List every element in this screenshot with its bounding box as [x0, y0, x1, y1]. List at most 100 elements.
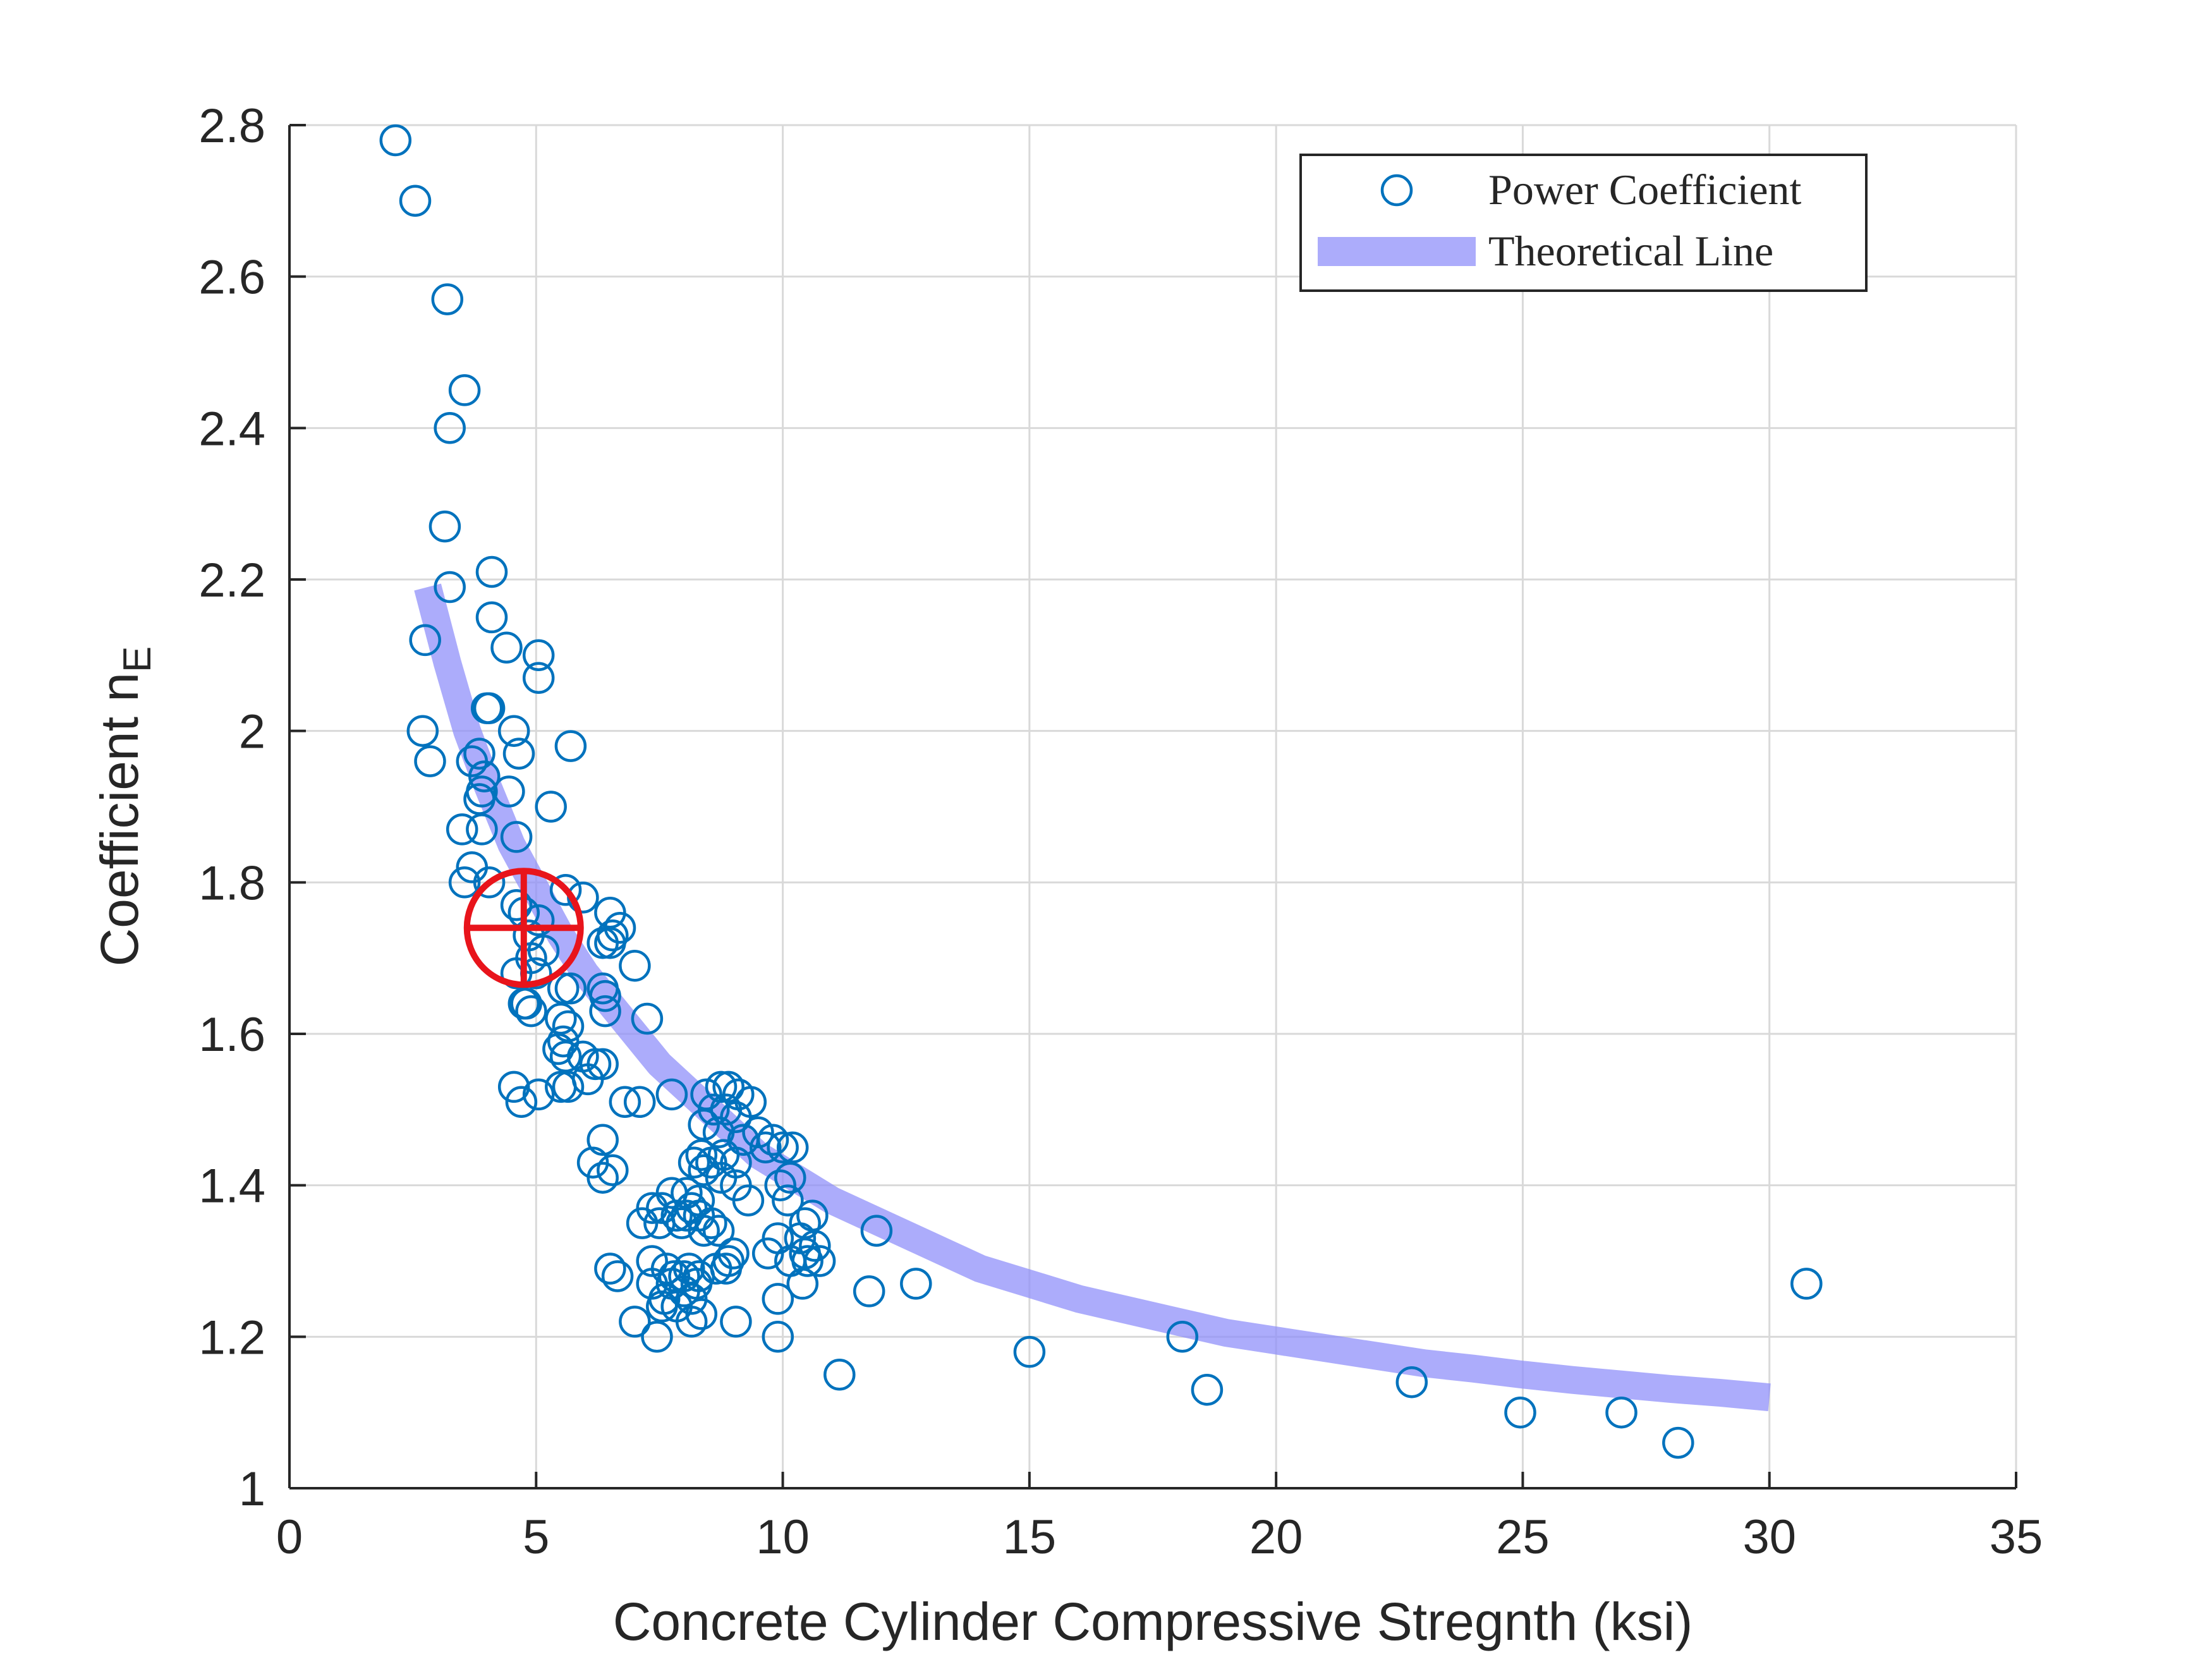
x-tick-label: 5: [523, 1510, 549, 1564]
data-point: [626, 1207, 659, 1239]
legend-label-theoretical-line: Theoretical Line: [1488, 227, 1773, 275]
data-point: [860, 1215, 893, 1247]
data-point: [678, 1146, 710, 1179]
data-point: [1504, 1396, 1536, 1429]
x-tick-label: 10: [756, 1510, 810, 1564]
data-point: [554, 972, 587, 1005]
data-point: [631, 1002, 664, 1035]
data-point: [750, 1131, 782, 1164]
data-point: [705, 1162, 738, 1194]
data-point: [522, 639, 555, 672]
data-point: [601, 1260, 634, 1292]
x-tick-label: 15: [1003, 1510, 1057, 1564]
data-point: [646, 1192, 678, 1224]
data-point: [493, 775, 525, 808]
y-axis-ticks: 1 1.2 1.4 1.6 1.8 2 2.2 2.4 2.6 2.8: [198, 99, 306, 1516]
data-point: [500, 889, 533, 921]
data-point: [660, 1199, 693, 1232]
data-point: [505, 1086, 538, 1119]
y-tick-label: 1.6: [198, 1008, 265, 1062]
legend-label-power-coefficient: Power Coefficient: [1488, 166, 1801, 214]
data-point: [406, 715, 439, 747]
data-point: [764, 1169, 796, 1201]
data-point: [463, 737, 495, 770]
legend-marker-icon: [1380, 174, 1413, 207]
data-point: [594, 926, 626, 959]
data-point: [428, 510, 461, 543]
data-point: [803, 1245, 836, 1277]
data-point: [545, 1002, 577, 1035]
data-point: [522, 1078, 555, 1111]
data-point: [549, 1040, 582, 1073]
data-point: [853, 1275, 885, 1307]
data-point: [702, 1215, 735, 1247]
data-point: [710, 1093, 743, 1126]
data-point: [515, 995, 547, 1028]
data-point: [786, 1268, 819, 1300]
data-point: [502, 737, 535, 770]
data-point: [554, 730, 587, 762]
x-axis-ticks: 0 5 10 15 20 25 30 35: [276, 1472, 2043, 1564]
crosshair-annotation: [463, 868, 584, 988]
data-point: [490, 631, 523, 664]
data-point: [586, 926, 619, 959]
data-point: [762, 1321, 794, 1353]
data-point: [636, 1245, 668, 1277]
data-point: [522, 662, 555, 695]
plot-area: [289, 125, 2016, 1488]
data-point: [762, 1283, 794, 1315]
y-tick-label: 1.8: [198, 856, 265, 910]
data-point: [475, 601, 508, 634]
legend-box: [1299, 154, 1868, 292]
data-point: [1790, 1268, 1823, 1300]
x-tick-label: 35: [1990, 1510, 2043, 1564]
data-point: [597, 1154, 629, 1186]
data-point: [665, 1207, 698, 1239]
data-point: [702, 1116, 735, 1149]
x-axis-label: Concrete Cylinder Compressive Stregnth (…: [613, 1592, 1693, 1651]
data-point: [720, 1306, 752, 1338]
y-tick-label: 1.4: [198, 1160, 265, 1213]
data-point: [1662, 1426, 1694, 1459]
data-point: [547, 1025, 580, 1058]
axes: [288, 125, 2016, 1489]
x-tick-label: 20: [1249, 1510, 1303, 1564]
data-point: [542, 1033, 574, 1065]
data-point: [549, 874, 582, 906]
data-point: [757, 1124, 789, 1156]
data-point: [623, 1086, 656, 1119]
data-point: [772, 1184, 804, 1216]
data-point: [823, 1359, 856, 1391]
data-point: [434, 571, 466, 604]
data-point: [619, 949, 651, 982]
y-tick-label: 2.8: [198, 99, 265, 153]
y-tick-label: 2.2: [198, 554, 265, 607]
data-point: [685, 1139, 718, 1171]
data-point: [688, 1154, 720, 1186]
data-point: [497, 715, 530, 747]
data-point: [586, 1124, 619, 1156]
y-tick-label: 1.2: [198, 1311, 265, 1364]
data-point: [468, 760, 501, 792]
data-point: [552, 1071, 585, 1103]
data-point: [409, 624, 441, 657]
data-point: [500, 957, 533, 990]
data-point: [900, 1268, 932, 1300]
data-point: [668, 1275, 700, 1307]
data-point: [1605, 1396, 1638, 1429]
data-point: [589, 980, 621, 1012]
data-point: [799, 1230, 831, 1262]
data-point: [535, 791, 567, 823]
data-point: [399, 185, 432, 217]
data-point: [751, 1237, 784, 1270]
data-point: [466, 813, 498, 846]
y-axis-label-main: Coefficient n: [90, 672, 149, 966]
data-point: [448, 374, 481, 406]
data-point: [700, 1253, 732, 1285]
data-point: [545, 1071, 577, 1103]
y-tick-label: 1: [239, 1462, 265, 1516]
data-point: [688, 1215, 720, 1247]
data-point: [712, 1071, 744, 1103]
